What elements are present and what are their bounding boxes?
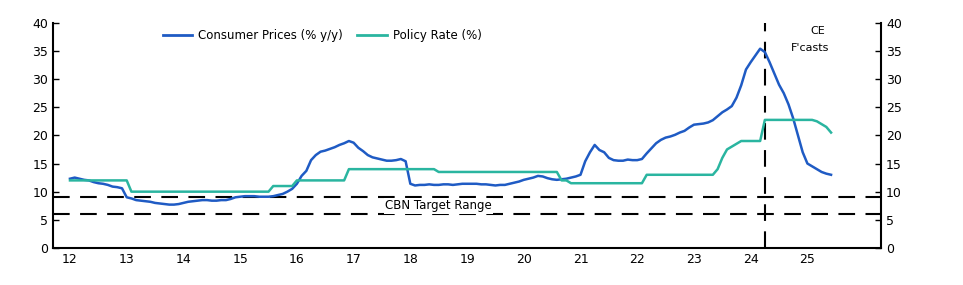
Text: F'casts: F'casts <box>791 42 829 52</box>
Text: CE: CE <box>810 26 825 36</box>
Legend: Consumer Prices (% y/y), Policy Rate (%): Consumer Prices (% y/y), Policy Rate (%) <box>158 24 486 47</box>
Text: CBN Target Range: CBN Target Range <box>385 199 492 212</box>
